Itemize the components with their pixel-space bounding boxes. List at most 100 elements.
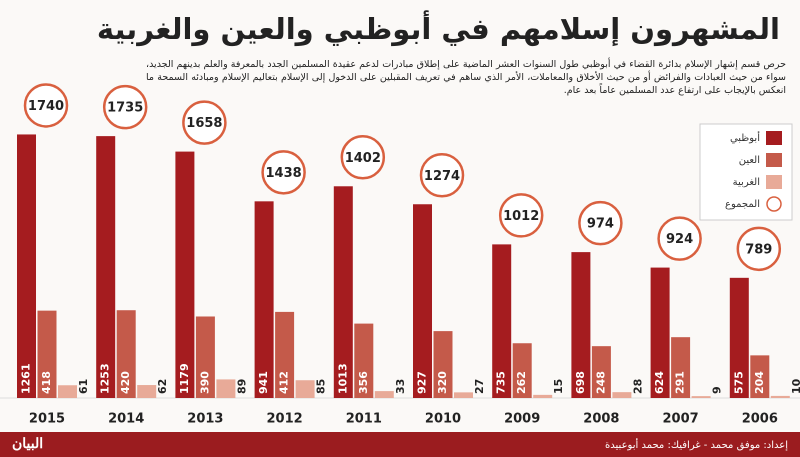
total-label: 1438 — [266, 166, 302, 181]
value-label: 9 — [711, 386, 724, 394]
value-label: 356 — [357, 371, 370, 394]
value-label: 412 — [278, 371, 291, 394]
total-label: 1658 — [186, 116, 222, 131]
legend-label: أبوظبي — [730, 131, 760, 144]
legend-swatch — [766, 196, 782, 212]
legend-swatch — [766, 175, 782, 189]
value-label: 420 — [119, 371, 132, 394]
bar — [729, 277, 749, 398]
value-label: 624 — [653, 371, 666, 394]
value-label: 262 — [515, 371, 528, 394]
bar — [195, 316, 215, 398]
bar — [750, 355, 770, 398]
value-label: 27 — [473, 379, 486, 394]
bar — [770, 395, 790, 398]
value-label: 62 — [156, 379, 169, 394]
total-label: 974 — [587, 217, 614, 232]
bar — [354, 323, 374, 398]
bar — [492, 244, 512, 398]
bar — [612, 392, 632, 398]
value-label: 575 — [732, 371, 745, 394]
bar — [413, 204, 432, 398]
bar — [175, 151, 195, 398]
x-tick-label: 2012 — [267, 412, 303, 427]
total-label: 924 — [666, 232, 693, 247]
total-circle — [657, 216, 702, 261]
bar — [650, 267, 670, 398]
total-circle — [23, 83, 69, 128]
x-tick-label: 2008 — [583, 412, 619, 427]
value-label: 418 — [40, 371, 53, 394]
bar — [333, 186, 353, 398]
credits: إعداد: موفق محمد - غرافيك: محمد أبوعبيدة — [605, 440, 788, 451]
value-label: 28 — [631, 379, 644, 394]
chart-title: المشهرون إسلامهم في أبوظبي والعين والغرب… — [96, 12, 780, 46]
x-tick-label: 2009 — [504, 412, 540, 427]
x-tick-label: 2007 — [663, 412, 699, 427]
value-label: 927 — [416, 371, 429, 394]
bar — [512, 343, 532, 398]
bar — [17, 134, 36, 399]
value-label: 85 — [315, 379, 328, 394]
value-label: 941 — [257, 371, 270, 394]
value-label: 248 — [594, 371, 607, 394]
total-circle — [340, 135, 386, 180]
legend-swatch — [766, 131, 782, 145]
value-label: 320 — [436, 371, 449, 394]
bar — [216, 379, 236, 398]
bar — [116, 310, 136, 398]
total-circle — [736, 226, 782, 272]
value-label: 291 — [674, 371, 687, 394]
total-circle — [419, 153, 465, 198]
value-label: 89 — [235, 379, 248, 394]
bar — [254, 201, 274, 398]
bar — [671, 337, 691, 398]
legend-label: المجموع — [725, 199, 760, 210]
bar — [96, 136, 116, 399]
x-tick-label: 2015 — [29, 412, 65, 427]
value-label: 1261 — [20, 363, 33, 394]
value-label: 33 — [394, 379, 407, 394]
bar — [533, 394, 553, 398]
total-label: 1402 — [345, 151, 381, 166]
x-tick-label: 2014 — [108, 412, 144, 427]
bar — [295, 380, 315, 398]
intro-text: حرص قسم إشهار الإسلام بدائرة القضاء في أ… — [146, 59, 786, 96]
legend-label: العين — [739, 155, 760, 166]
total-circle — [498, 193, 544, 238]
value-label: 10 — [790, 378, 800, 394]
total-circle — [102, 84, 148, 130]
bar — [691, 396, 711, 398]
total-label: 1012 — [503, 209, 539, 224]
total-circle — [261, 150, 306, 195]
legend-swatch — [766, 153, 782, 167]
x-tick-label: 2010 — [425, 412, 461, 427]
x-tick-label: 2006 — [742, 412, 778, 427]
total-label: 789 — [745, 242, 772, 257]
logo: البيان — [12, 436, 44, 452]
bar — [37, 310, 57, 398]
total-label: 1735 — [107, 101, 143, 116]
legend-label: الغربية — [733, 177, 760, 188]
value-label: 15 — [552, 379, 565, 394]
value-label: 1253 — [99, 363, 112, 394]
footer-band — [0, 432, 800, 457]
bar — [433, 331, 453, 398]
value-label: 390 — [198, 371, 211, 394]
bar — [454, 392, 473, 398]
total-label: 1740 — [28, 99, 64, 114]
value-label: 204 — [753, 371, 766, 394]
value-label: 1013 — [336, 363, 349, 394]
bar — [58, 385, 77, 398]
bar — [275, 311, 295, 398]
value-label: 698 — [574, 371, 587, 394]
total-label: 1274 — [424, 169, 460, 184]
total-circle — [182, 100, 227, 145]
value-label: 735 — [495, 371, 508, 394]
bar — [374, 391, 394, 398]
bar — [591, 346, 611, 398]
x-tick-label: 2013 — [187, 412, 223, 427]
x-tick-label: 2011 — [346, 412, 382, 427]
